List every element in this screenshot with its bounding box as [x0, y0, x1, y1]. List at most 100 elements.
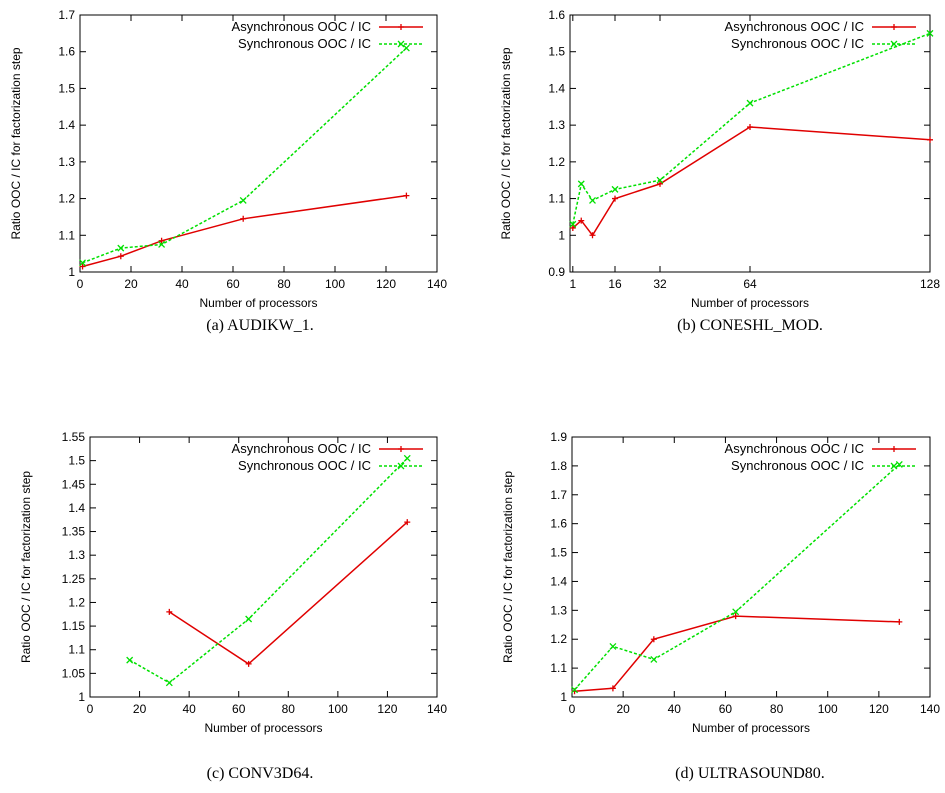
data-point-async — [79, 263, 86, 270]
x-tick-label: 120 — [376, 277, 396, 291]
data-point-async — [927, 136, 933, 143]
x-axis-label: Number of processors — [692, 721, 810, 735]
y-tick-label: 1.35 — [62, 525, 86, 539]
series-line-async — [168, 521, 408, 665]
data-point-async — [732, 613, 739, 620]
legend-label: Synchronous OOC / IC — [238, 36, 371, 51]
data-point-async — [117, 253, 124, 260]
x-axis-label: Number of processors — [199, 296, 317, 310]
legend-marker — [891, 24, 897, 30]
data-point-sync — [589, 196, 596, 204]
y-tick-label: 1.45 — [62, 477, 86, 491]
y-tick-label: 1.6 — [548, 8, 565, 22]
x-tick-label: 0 — [77, 277, 84, 291]
chart-d: 1 1.1 1.2 1.3 1.4 1.5 1.6 1.7 1.8 1.9 0 20 40 60 80 100… — [501, 430, 940, 735]
chart-a: 1 1.1 1.2 1.3 1.4 1.5 1.6 1.7 0 20 40 60 80 100 120 140… — [9, 8, 447, 310]
x-tick-label: 0 — [87, 702, 94, 716]
data-point-sync — [79, 259, 87, 267]
y-tick-label: 1.15 — [62, 619, 86, 633]
y-tick-label: 1.7 — [550, 488, 567, 502]
data-point-sync — [239, 196, 247, 204]
x-tick-label: 40 — [668, 702, 682, 716]
legend-marker — [397, 40, 405, 48]
data-point-async — [166, 608, 173, 615]
data-point-async — [612, 195, 618, 202]
data-point-async — [589, 232, 596, 239]
legend-label: Synchronous OOC / IC — [238, 458, 371, 473]
data-point-async — [578, 217, 585, 224]
y-axis-label: Ratio OOC / IC for factorization step — [19, 471, 33, 663]
y-tick-label: 0.9 — [548, 265, 565, 279]
y-tick-label: 1.3 — [68, 548, 85, 562]
x-tick-label: 64 — [743, 277, 757, 291]
chart-c: 1 1.05 1.1 1.15 1.2 1.25 1.3 1.35 1.4 1.45 1.5 1.55… — [19, 430, 447, 735]
y-tick-label: 1.6 — [550, 517, 567, 531]
data-point-sync — [926, 29, 934, 37]
data-point-async — [158, 237, 165, 244]
series-line-sync — [129, 457, 408, 684]
y-tick-label: 1.1 — [58, 228, 75, 242]
x-axis-label: Number of processors — [204, 721, 322, 735]
legend-label: Asynchronous OOC / IC — [725, 19, 864, 34]
data-point-sync — [126, 656, 134, 664]
y-tick-label: 1.4 — [68, 501, 85, 515]
y-tick-label: 1.4 — [58, 118, 75, 132]
series-line-async — [574, 615, 900, 692]
y-tick-label: 1.3 — [548, 118, 565, 132]
x-tick-label: 1 — [569, 277, 576, 291]
data-point-sync — [117, 244, 125, 252]
caption-c: (c) CONV3D64. — [206, 765, 314, 782]
x-tick-label: 140 — [920, 702, 940, 716]
legend-marker — [891, 446, 897, 452]
data-point-async — [747, 123, 753, 130]
x-tick-label: 40 — [182, 702, 196, 716]
plot-frame — [79, 14, 438, 273]
chart-b: 0.9 1 1.1 1.2 1.3 1.4 1.5 1.6 1 16 32 64 128 Number o… — [499, 8, 940, 310]
x-tick-label: 60 — [232, 702, 246, 716]
data-point-sync — [609, 642, 617, 650]
x-tick-label: 20 — [616, 702, 630, 716]
legend-label: Asynchronous OOC / IC — [232, 19, 371, 34]
data-point-sync — [650, 655, 658, 663]
data-point-async — [403, 192, 410, 199]
x-tick-label: 60 — [226, 277, 240, 291]
legend-marker — [398, 446, 404, 452]
data-point-async — [609, 685, 616, 692]
data-point-sync — [571, 686, 579, 694]
y-tick-label: 1.5 — [68, 454, 85, 468]
legend-label: Synchronous OOC / IC — [731, 458, 864, 473]
data-point-async — [404, 519, 411, 526]
x-tick-label: 16 — [608, 277, 622, 291]
caption-d: (d) ULTRASOUND80. — [675, 765, 825, 782]
data-point-sync — [158, 241, 166, 248]
y-tick-label: 1 — [560, 690, 567, 704]
data-point-sync — [245, 615, 253, 623]
y-tick-label: 1 — [558, 228, 565, 242]
y-tick-label: 1.8 — [550, 459, 567, 473]
x-tick-label: 20 — [124, 277, 138, 291]
y-axis-label: Ratio OOC / IC for factorization step — [499, 47, 513, 239]
x-tick-label: 80 — [277, 277, 291, 291]
caption-b: (b) CONESHL_MOD. — [677, 317, 823, 334]
x-tick-label: 0 — [569, 702, 576, 716]
data-point-sync — [732, 608, 740, 616]
x-tick-label: 120 — [869, 702, 889, 716]
x-tick-label: 128 — [920, 277, 940, 291]
y-tick-label: 1 — [68, 265, 75, 279]
y-tick-label: 1.2 — [550, 632, 567, 646]
data-point-sync — [165, 679, 173, 687]
data-point-sync — [656, 176, 664, 184]
y-tick-label: 1.1 — [68, 643, 85, 657]
y-tick-label: 1.2 — [58, 192, 75, 206]
data-point-sync — [577, 180, 585, 188]
x-tick-label: 140 — [427, 277, 447, 291]
x-tick-label: 120 — [377, 702, 397, 716]
data-point-async — [240, 215, 247, 222]
y-tick-label: 1.05 — [62, 666, 86, 680]
x-tick-label: 80 — [282, 702, 296, 716]
x-tick-label: 100 — [818, 702, 838, 716]
caption-a: (a) AUDIKW_1. — [206, 317, 314, 334]
plot-frame — [571, 436, 931, 698]
data-point-async — [896, 618, 903, 625]
